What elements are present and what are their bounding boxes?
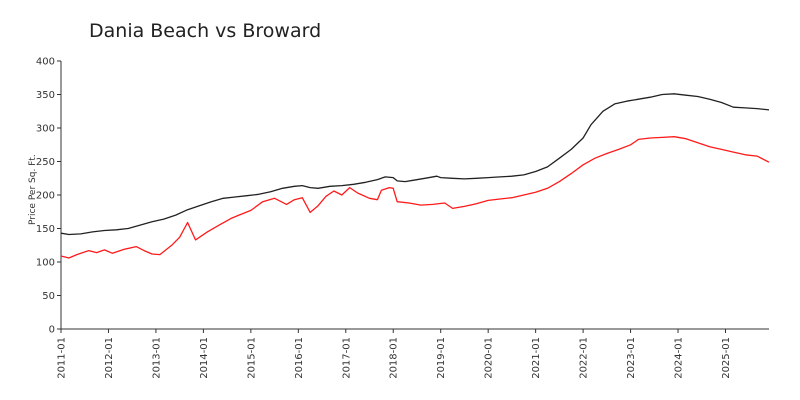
x-tick-label: 2020-01 — [484, 337, 495, 379]
x-tick-label: 2021-01 — [531, 337, 542, 379]
series-line-2 — [60, 136, 770, 259]
y-tick-label: 50 — [42, 291, 55, 302]
x-tick-label: 2022-01 — [579, 337, 590, 379]
x-tick-label: 2011-01 — [57, 337, 68, 379]
x-tick-label: 2013-01 — [151, 337, 162, 379]
x-tick-label: 2014-01 — [199, 337, 210, 379]
y-axis-title: Price Per Sq. Ft. — [28, 154, 38, 225]
y-tick-label: 0 — [49, 325, 55, 336]
y-tick-label: 150 — [36, 224, 55, 235]
x-tick-label: 2018-01 — [389, 337, 400, 379]
x-tick-label: 2017-01 — [341, 337, 352, 379]
y-tick-label: 250 — [36, 157, 55, 168]
chart-title: Dania Beach vs Broward — [89, 20, 322, 42]
y-tick-label: 350 — [36, 90, 55, 101]
y-tick-label: 200 — [36, 191, 55, 202]
x-tick-label: 2012-01 — [104, 337, 115, 379]
y-tick-label: 400 — [36, 57, 55, 68]
y-axis: 0 50 100 150 200 250 300 350 400 — [36, 57, 62, 336]
x-tick-label: 2023-01 — [626, 337, 637, 379]
x-tick-label: 2015-01 — [246, 337, 257, 379]
x-tick-label: 2025-01 — [721, 337, 732, 379]
series-line-1 — [60, 93, 770, 236]
x-tick-label: 2016-01 — [294, 337, 305, 379]
y-tick-label: 100 — [36, 258, 55, 269]
x-tick-label: 2024-01 — [674, 337, 685, 379]
series-layer — [60, 93, 770, 259]
x-tick-label: 2019-01 — [436, 337, 447, 379]
x-axis: 2011-01 2012-01 2013-01 2014-01 2015-01 2016-… — [57, 328, 769, 379]
y-tick-label: 300 — [36, 124, 55, 135]
